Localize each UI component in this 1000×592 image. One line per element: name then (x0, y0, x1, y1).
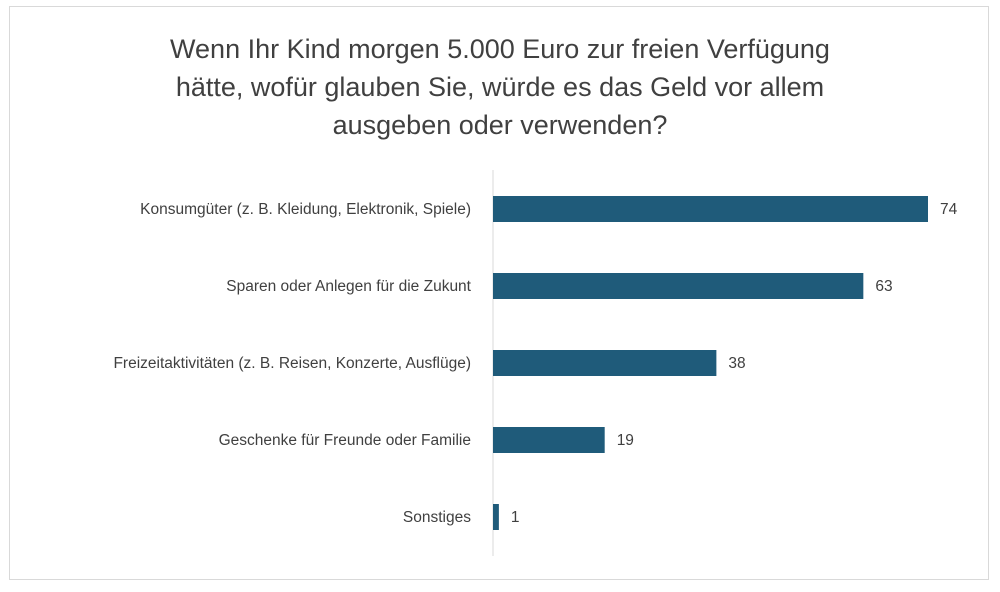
chart-title: Wenn Ihr Kind morgen 5.000 Euro zur frei… (170, 34, 830, 140)
bar (493, 350, 717, 376)
category-labels: Konsumgüter (z. B. Kleidung, Elektronik,… (113, 201, 471, 526)
category-label: Konsumgüter (z. B. Kleidung, Elektronik,… (140, 201, 471, 218)
data-label: 74 (940, 201, 958, 218)
bar (493, 427, 605, 453)
data-label: 63 (875, 278, 892, 295)
data-label: 19 (617, 432, 634, 449)
data-label: 38 (728, 355, 745, 372)
category-label: Geschenke für Freunde oder Familie (219, 432, 471, 449)
data-label: 1 (511, 509, 520, 526)
bar-series (493, 196, 928, 530)
data-labels: 74 63 38 19 1 (511, 201, 958, 526)
bar (493, 196, 928, 222)
bar (493, 504, 499, 530)
category-label: Freizeitaktivitäten (z. B. Reisen, Konze… (113, 355, 471, 372)
category-label: Sonstiges (403, 509, 471, 526)
category-label: Sparen oder Anlegen für die Zukunt (226, 278, 471, 295)
bar (493, 273, 864, 299)
